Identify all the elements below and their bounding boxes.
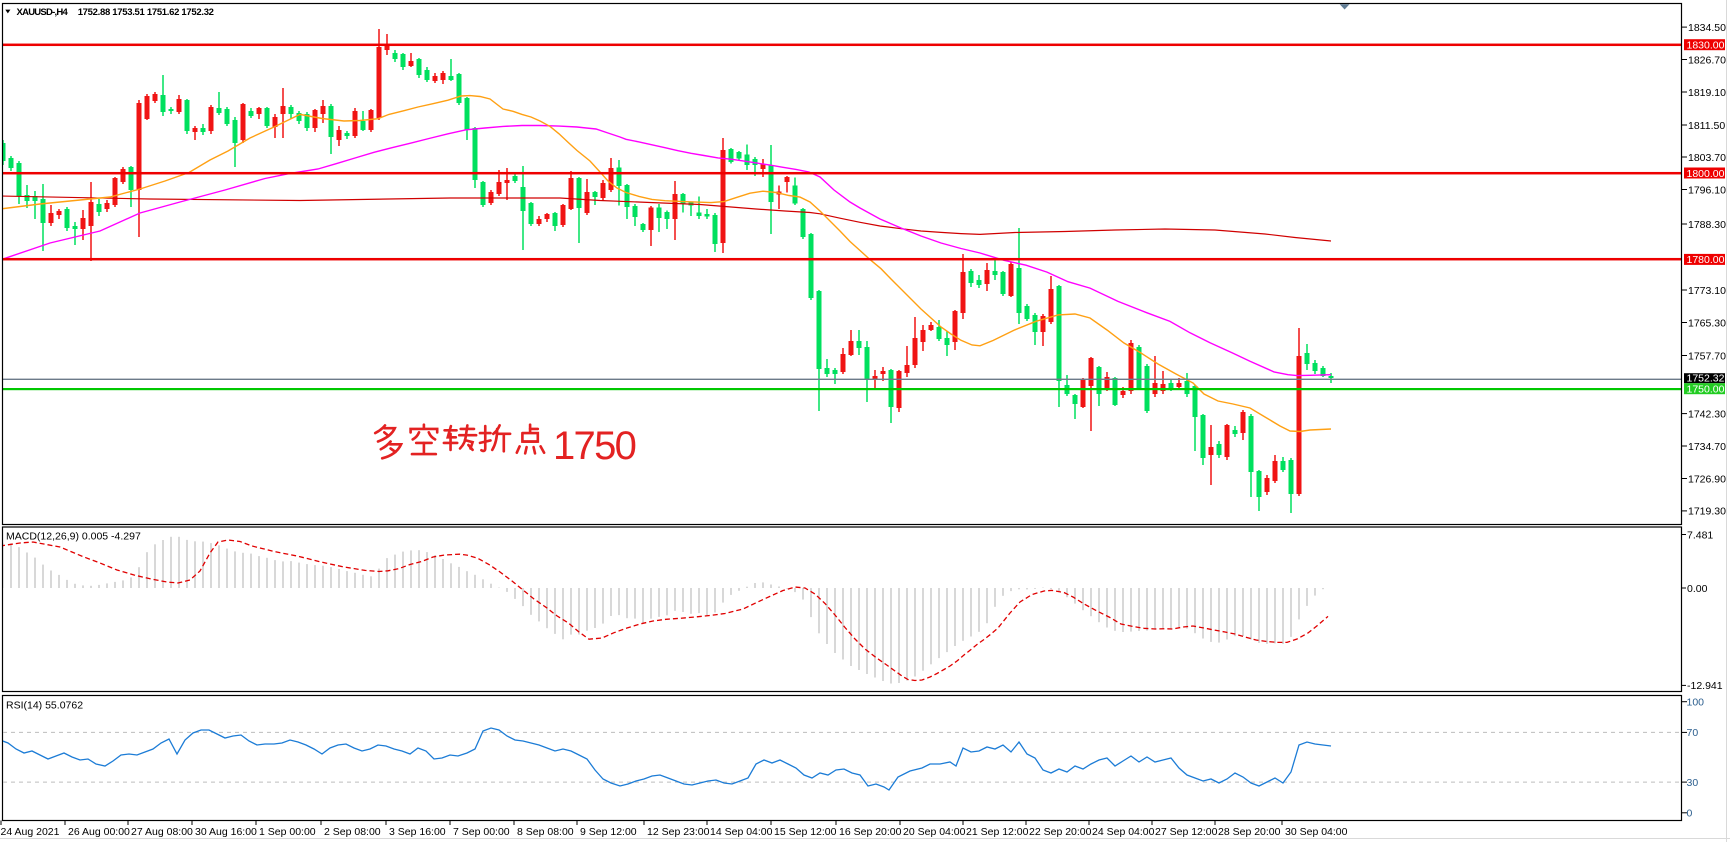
svg-text:1773.10: 1773.10 (1688, 285, 1726, 297)
svg-text:1780.00: 1780.00 (1687, 254, 1725, 266)
svg-text:RSI(14) 55.0762: RSI(14) 55.0762 (6, 700, 83, 712)
svg-text:XAUUSD-,H4: XAUUSD-,H4 (17, 7, 69, 18)
svg-text:0.00: 0.00 (1687, 583, 1708, 595)
svg-text:MACD(12,26,9) 0.005 -4.297: MACD(12,26,9) 0.005 -4.297 (6, 531, 141, 543)
svg-text:1742.30: 1742.30 (1688, 408, 1726, 420)
svg-text:1719.30: 1719.30 (1688, 506, 1726, 518)
svg-text:22 Sep 20:00: 22 Sep 20:00 (1029, 826, 1092, 838)
svg-text:3 Sep 16:00: 3 Sep 16:00 (389, 826, 446, 838)
svg-text:1788.30: 1788.30 (1688, 219, 1726, 231)
svg-text:21 Sep 12:00: 21 Sep 12:00 (966, 826, 1029, 838)
svg-text:27 Sep 12:00: 27 Sep 12:00 (1155, 826, 1218, 838)
svg-text:28 Sep 20:00: 28 Sep 20:00 (1218, 826, 1281, 838)
svg-text:30 Aug 16:00: 30 Aug 16:00 (195, 826, 257, 838)
svg-text:1750.00: 1750.00 (1687, 384, 1725, 396)
svg-text:27 Aug 08:00: 27 Aug 08:00 (131, 826, 193, 838)
svg-text:1830.00: 1830.00 (1687, 40, 1725, 52)
svg-text:15 Sep 12:00: 15 Sep 12:00 (774, 826, 837, 838)
svg-text:1800.00: 1800.00 (1687, 168, 1725, 180)
svg-text:1796.10: 1796.10 (1688, 184, 1726, 196)
svg-text:30 Sep 04:00: 30 Sep 04:00 (1285, 826, 1348, 838)
svg-text:26 Aug 00:00: 26 Aug 00:00 (68, 826, 130, 838)
svg-text:70: 70 (1687, 727, 1699, 739)
svg-text:1826.70: 1826.70 (1688, 54, 1726, 66)
svg-text:20 Sep 04:00: 20 Sep 04:00 (903, 826, 966, 838)
svg-text:1803.70: 1803.70 (1688, 152, 1726, 164)
svg-text:16 Sep 20:00: 16 Sep 20:00 (839, 826, 902, 838)
svg-text:1752.32: 1752.32 (1687, 373, 1725, 385)
svg-text:-12.941: -12.941 (1687, 680, 1723, 692)
svg-text:0: 0 (1687, 808, 1693, 820)
svg-text:1757.70: 1757.70 (1688, 350, 1726, 362)
svg-text:8 Sep 08:00: 8 Sep 08:00 (517, 826, 574, 838)
svg-text:9 Sep 12:00: 9 Sep 12:00 (580, 826, 637, 838)
svg-text:7 Sep 00:00: 7 Sep 00:00 (453, 826, 510, 838)
svg-text:1811.50: 1811.50 (1688, 120, 1725, 132)
svg-text:1726.90: 1726.90 (1688, 473, 1726, 485)
svg-text:1752.88 1753.51 1751.62 1752.3: 1752.88 1753.51 1751.62 1752.32 (78, 7, 214, 18)
svg-text:1819.10: 1819.10 (1688, 87, 1726, 99)
svg-text:30: 30 (1687, 777, 1699, 789)
svg-text:1765.30: 1765.30 (1688, 317, 1726, 329)
svg-text:1834.50: 1834.50 (1688, 22, 1726, 34)
svg-text:24 Sep 04:00: 24 Sep 04:00 (1092, 826, 1155, 838)
svg-text:24 Aug 2021: 24 Aug 2021 (1, 826, 60, 838)
svg-text:14 Sep 04:00: 14 Sep 04:00 (710, 826, 773, 838)
svg-text:12 Sep 23:00: 12 Sep 23:00 (647, 826, 710, 838)
svg-text:1750: 1750 (553, 424, 636, 468)
svg-text:1 Sep 00:00: 1 Sep 00:00 (259, 826, 316, 838)
svg-text:2 Sep 08:00: 2 Sep 08:00 (324, 826, 381, 838)
svg-text:1734.70: 1734.70 (1688, 441, 1726, 453)
svg-text:7.481: 7.481 (1687, 529, 1713, 541)
svg-text:100: 100 (1687, 697, 1705, 709)
